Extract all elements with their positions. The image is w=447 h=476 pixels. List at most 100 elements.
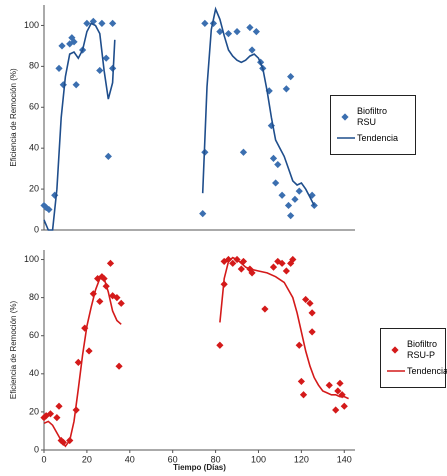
data-point [282,267,290,275]
data-point [40,414,48,422]
legend: Biofiltro RSU-P Tendencia [380,328,447,388]
y-tick-label: 60 [29,102,39,112]
data-point [216,27,224,36]
data-point [299,391,308,399]
data-point [274,257,282,266]
data-point [233,27,241,36]
data-point [239,148,248,156]
legend-label: Biofiltro RSU-P [407,339,438,360]
data-point [66,40,74,48]
data-point [104,152,112,160]
data-point [239,257,248,266]
legend-label: Tendencia [357,132,399,143]
legend-entry: Tendencia [335,132,411,144]
data-point [55,402,63,410]
y-tick-label: 40 [29,143,39,153]
data-point [295,341,303,349]
data-point [229,259,237,267]
data-point [58,42,66,50]
data-point [237,265,245,273]
data-point [117,299,125,307]
legend-swatch [391,346,399,354]
legend-marker [341,113,349,121]
legend-swatch [341,113,349,121]
data-point [297,377,305,386]
x-tick-label: 20 [82,454,92,464]
data-point [291,195,299,203]
data-point [269,154,278,163]
data-point [115,362,123,370]
data-point [85,347,93,355]
data-point [83,19,91,28]
data-point [224,30,233,38]
data-point [74,358,82,366]
data-point [265,87,273,95]
y-tick-label: 0 [34,444,39,454]
trend-line [43,256,349,448]
data-point [106,259,115,267]
legend-swatch [387,370,405,372]
data-point [274,160,282,169]
data-point [248,46,256,54]
data-point [201,19,209,28]
legend-entry: Tendencia [385,365,447,377]
data-point [96,297,104,306]
data-point [336,379,344,387]
legend-key [335,132,357,144]
data-point [287,72,295,81]
x-tick-label: 40 [125,454,135,464]
data-point [284,201,293,210]
data-point [102,54,110,62]
data-point [109,19,117,28]
y-tick-label: 20 [29,406,39,416]
y-tick-label: 40 [29,368,39,378]
x-tick-label: 120 [294,454,309,464]
x-tick-label: 0 [41,454,46,464]
data-point [113,294,121,302]
data-point [325,381,333,389]
data-point [81,324,89,332]
y-tick-label: 0 [34,224,39,234]
legend-label: Biofiltro RSU [357,106,388,127]
y-tick-label: 80 [29,292,39,302]
data-point [252,27,260,36]
data-point [261,305,269,313]
data-point [287,212,295,220]
legend-key [385,344,407,356]
y-axis-label: Eficiencia de Remoción (%) [9,68,18,167]
data-point [199,210,207,218]
data-point [287,259,295,267]
x-tick-label: 80 [211,454,221,464]
y-tick-label: 100 [24,20,39,30]
data-point [269,263,278,271]
data-point [96,66,104,75]
data-point [334,387,342,395]
trend-line [43,6,315,231]
data-point [53,414,61,422]
data-point [295,187,303,195]
data-point [98,19,106,28]
data-point [278,191,286,199]
data-point [55,64,63,73]
y-tick-label: 100 [24,254,39,264]
legend-label: Tendencia [407,365,447,376]
legend-key [335,111,357,123]
x-tick-label: 140 [337,454,352,464]
data-point [282,85,290,93]
y-tick-label: 80 [29,61,39,71]
data-point [46,410,55,418]
data-point [267,122,275,130]
data-point [332,406,340,414]
data-point [306,299,314,307]
data-point [302,295,310,304]
data-point [72,81,80,89]
data-point [216,341,224,349]
data-point [308,328,316,336]
data-point [70,38,78,46]
data-point [45,205,53,214]
data-point [59,81,67,89]
data-point [248,269,256,277]
legend: Biofiltro RSU Tendencia [330,95,416,155]
